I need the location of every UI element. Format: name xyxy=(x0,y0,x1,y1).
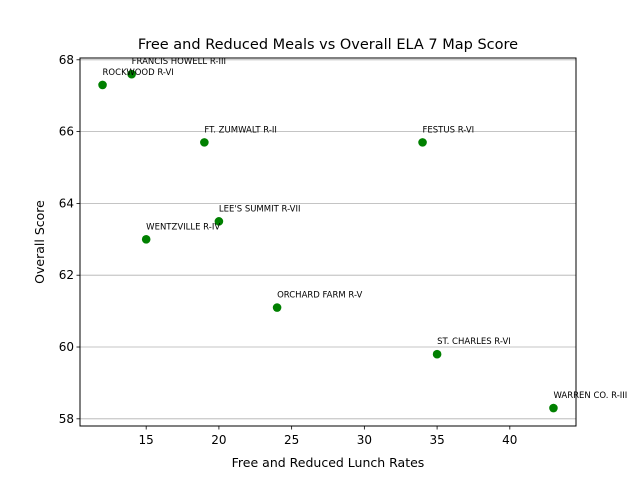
x-tick-label: 30 xyxy=(357,433,372,447)
y-tick-label: 66 xyxy=(59,125,74,139)
data-point xyxy=(98,80,107,90)
point-label: FESTUS R-VI xyxy=(423,125,475,135)
x-axis-ticks: 15 20 25 30 35 40 xyxy=(139,426,517,447)
data-point xyxy=(141,235,151,244)
data-point xyxy=(549,403,558,413)
y-tick-label: 60 xyxy=(59,340,74,354)
point-label: FRANCIS HOWELL R-III xyxy=(132,57,226,67)
point-label: ROCKWOOD R-VI xyxy=(103,68,174,78)
chart-title: Free and Reduced Meals vs Overall ELA 7 … xyxy=(138,37,518,53)
data-point xyxy=(432,349,442,359)
point-label: FT. ZUMWALT R-II xyxy=(204,125,277,135)
point-label: WARREN CO. R-III xyxy=(553,391,627,401)
x-tick-label: 15 xyxy=(139,433,154,447)
y-axis-label: Overall Score xyxy=(32,200,47,284)
x-axis-label: Free and Reduced Lunch Rates xyxy=(232,455,425,470)
gridlines xyxy=(80,59,576,420)
data-point xyxy=(214,217,224,226)
data-point xyxy=(127,69,136,79)
plot-frame xyxy=(79,57,577,427)
data-point xyxy=(200,138,209,147)
data-points xyxy=(98,69,558,413)
x-tick-label: 35 xyxy=(429,433,444,447)
point-label: LEE'S SUMMIT R-VII xyxy=(219,204,301,214)
y-tick-label: 58 xyxy=(59,412,74,426)
y-tick-label: 68 xyxy=(59,53,74,67)
point-label: ORCHARD FARM R-V xyxy=(277,291,362,301)
point-label: ST. CHARLES R-VI xyxy=(437,337,511,347)
point-label: WENTZVILLE R-IV xyxy=(146,222,220,232)
data-point xyxy=(418,138,427,147)
y-axis-ticks: 58 60 62 64 66 68 xyxy=(59,53,80,426)
data-point xyxy=(272,303,282,312)
x-tick-label: 25 xyxy=(284,433,299,447)
x-tick-label: 20 xyxy=(211,433,226,447)
x-tick-label: 40 xyxy=(502,433,517,447)
y-tick-label: 62 xyxy=(59,268,74,282)
y-tick-label: 64 xyxy=(59,196,74,210)
